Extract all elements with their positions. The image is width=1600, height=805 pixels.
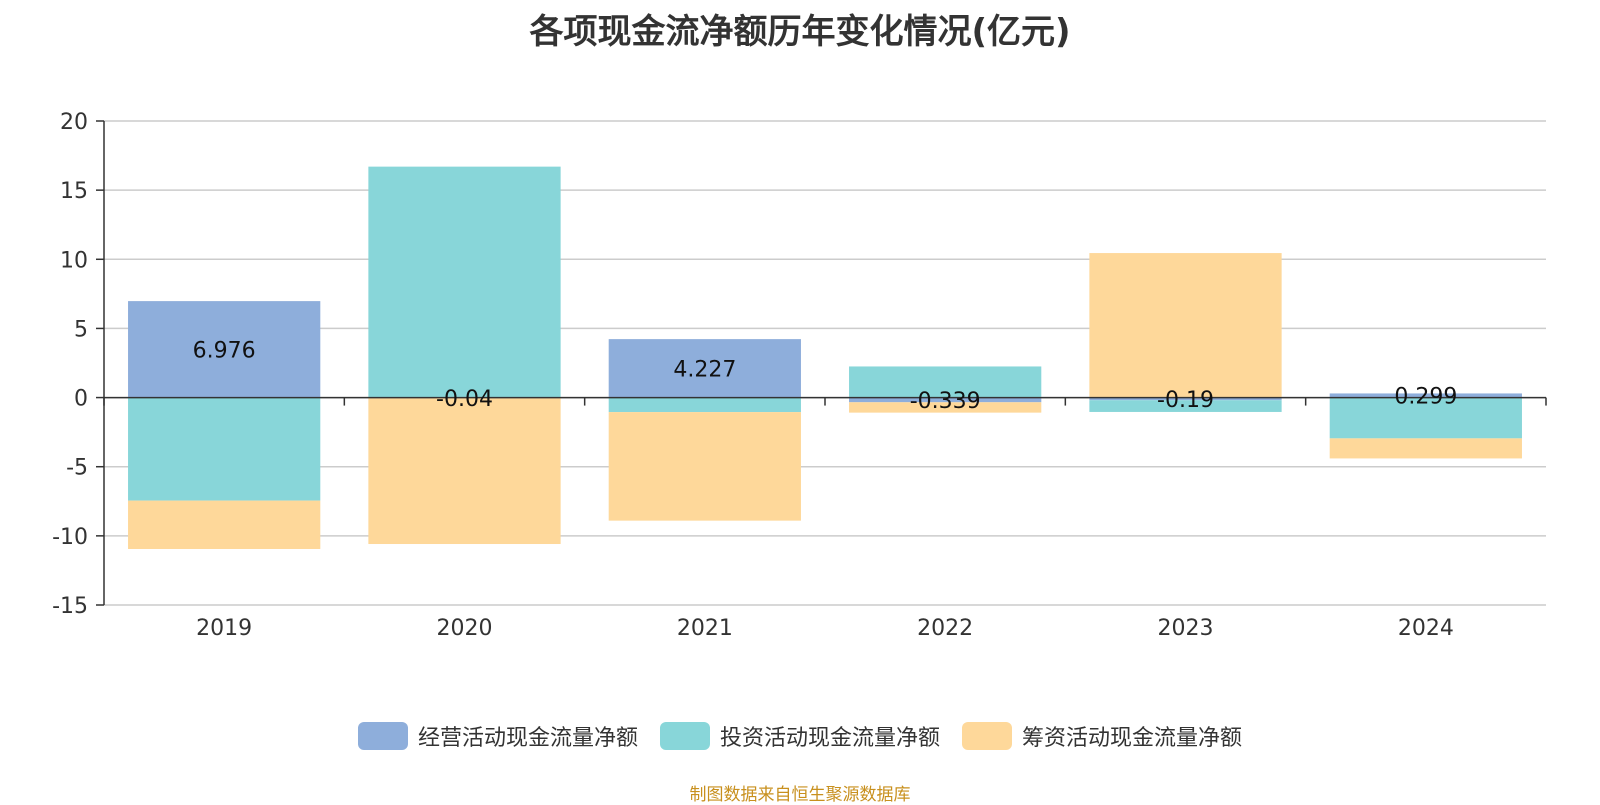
y-tick-label: 20 xyxy=(60,110,88,135)
legend-label: 经营活动现金流量净额 xyxy=(417,726,638,751)
data-label: -0.19 xyxy=(1157,388,1214,413)
y-tick-label: -10 xyxy=(52,525,88,550)
bar-s2-2020 xyxy=(368,166,561,398)
x-tick-label: 2024 xyxy=(1398,616,1454,641)
legend-swatch xyxy=(962,722,1012,750)
bar-s1-2022 xyxy=(849,397,1042,403)
bar-s3-2021 xyxy=(608,412,801,521)
x-tick-label: 2020 xyxy=(437,616,493,641)
x-tick-label: 2023 xyxy=(1158,616,1214,641)
legend-label: 投资活动现金流量净额 xyxy=(719,726,940,751)
bar-s1-2019 xyxy=(128,301,321,398)
bar-s1-2023 xyxy=(1089,397,1282,401)
data-label: -0.339 xyxy=(910,389,981,414)
y-tick-label: -15 xyxy=(52,594,88,619)
bar-s3-2019 xyxy=(128,500,321,549)
bar-s2-2023 xyxy=(1089,400,1282,412)
data-label: 6.976 xyxy=(193,338,256,363)
bar-s3-2022 xyxy=(849,402,1042,413)
bar-s2-2021 xyxy=(608,397,801,413)
bar-s2-2019 xyxy=(128,397,321,501)
bar-s3-2020 xyxy=(368,398,561,545)
legend-item-1[interactable]: 经营活动现金流量净额 xyxy=(357,720,638,752)
bar-s3-2023 xyxy=(1089,253,1282,398)
legend-label: 筹资活动现金流量净额 xyxy=(1022,726,1243,751)
bar-s1-2024 xyxy=(1329,393,1522,398)
legend-swatch xyxy=(659,722,710,750)
x-tick-label: 2019 xyxy=(196,616,252,641)
data-label: 0.299 xyxy=(1394,385,1457,410)
data-label: 4.227 xyxy=(673,357,736,382)
y-tick-label: -5 xyxy=(66,456,88,481)
legend-item-3[interactable]: 筹资活动现金流量净额 xyxy=(962,720,1242,752)
y-tick-label: 15 xyxy=(60,179,88,204)
y-tick-label: 10 xyxy=(60,248,88,273)
x-tick-label: 2021 xyxy=(677,616,733,641)
bar-s1-2021 xyxy=(608,339,801,398)
chart-title: 各项现金流净额历年变化情况(亿元) xyxy=(529,12,1071,52)
y-tick-label: 5 xyxy=(74,317,88,342)
x-tick-label: 2022 xyxy=(917,616,973,641)
data-label: -0.04 xyxy=(436,387,493,412)
source-note: 制图数据来自恒生聚源数据库 xyxy=(689,785,911,805)
legend-swatch xyxy=(357,722,408,750)
y-tick-label: 0 xyxy=(74,387,88,412)
legend-item-2[interactable]: 投资活动现金流量净额 xyxy=(659,720,940,752)
legend: 经营活动现金流量净额 投资活动现金流量净额 筹资活动现金流量净额 xyxy=(0,720,1600,752)
bar-s2-2022 xyxy=(849,366,1042,398)
bar-s2-2024 xyxy=(1329,397,1522,439)
bar-s3-2024 xyxy=(1329,438,1522,459)
